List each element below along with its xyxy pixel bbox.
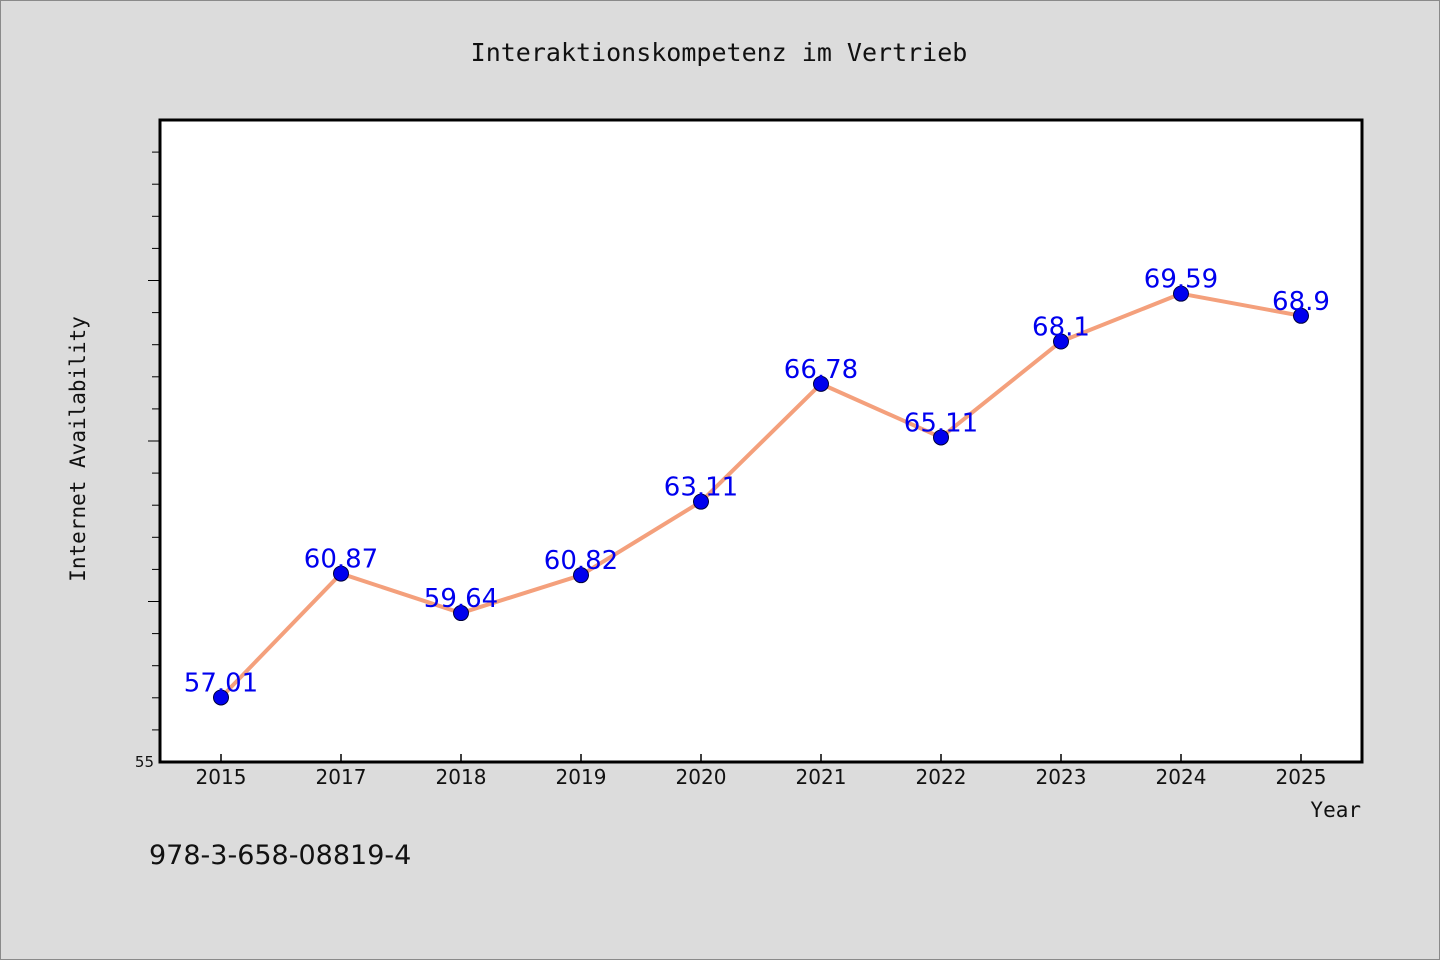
data-point <box>1053 333 1069 350</box>
x-tick-label: 2022 <box>916 765 967 789</box>
isbn-text: 978-3-658-08819-4 <box>149 840 411 871</box>
data-label: 65.11 <box>904 408 978 438</box>
data-label: 68.1 <box>1032 312 1090 342</box>
y-axis-ticks <box>148 151 160 731</box>
x-axis-label: Year <box>1310 798 1361 822</box>
data-point <box>453 605 469 622</box>
data-label: 59.64 <box>424 584 498 614</box>
data-point <box>1293 307 1309 324</box>
data-point <box>1173 285 1189 302</box>
x-tick-label: 2019 <box>556 765 607 789</box>
x-tick-label: 2023 <box>1036 765 1087 789</box>
x-tick-label: 2025 <box>1276 765 1327 789</box>
data-point <box>693 493 709 510</box>
x-tick-label: 2024 <box>1156 765 1207 789</box>
data-label: 57.01 <box>184 668 258 698</box>
data-point <box>933 429 949 446</box>
series-line <box>219 291 1303 700</box>
data-label: 66.78 <box>784 355 858 385</box>
data-label: 68.9 <box>1272 287 1330 317</box>
data-point <box>213 689 229 706</box>
data-point <box>573 567 589 584</box>
chart-title: Interaktionskompetenz im Vertrieb <box>471 38 968 67</box>
x-tick-label: 2020 <box>676 765 727 789</box>
data-label: 69.59 <box>1144 265 1218 295</box>
x-axis-ticks: 2015 2017 2018 2019 2020 2021 2022 2023 2024 2025 <box>196 754 1327 789</box>
series-group: 57.01 60.87 59.64 60.82 63.11 66.78 65.11 68.1 6… <box>184 265 1330 706</box>
data-label: 63.11 <box>664 473 738 503</box>
data-label: 60.82 <box>544 546 618 576</box>
data-point <box>813 375 829 392</box>
data-point <box>333 565 349 582</box>
x-tick-label: 2018 <box>436 765 487 789</box>
x-tick-label: 2015 <box>196 765 247 789</box>
data-label: 60.87 <box>304 545 378 575</box>
x-tick-label: 2021 <box>796 765 847 789</box>
x-tick-label: 2017 <box>316 765 367 789</box>
y-tick-label: 55 <box>135 753 154 771</box>
y-axis-label: Internet Availability <box>66 316 90 582</box>
